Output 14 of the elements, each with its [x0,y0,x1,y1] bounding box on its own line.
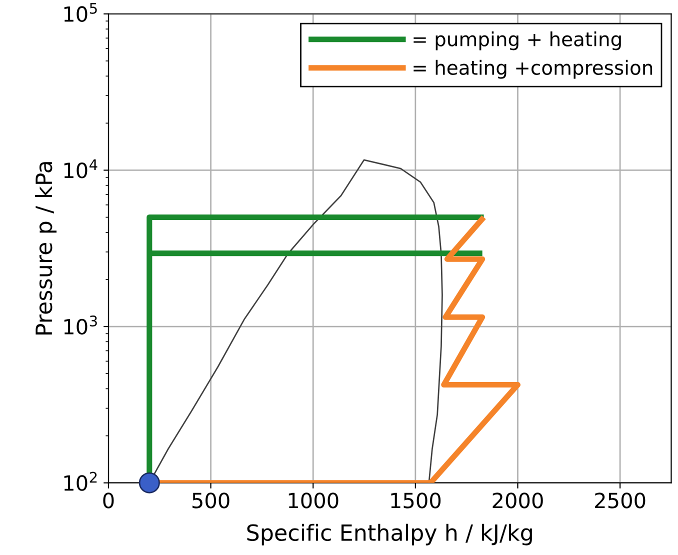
x-tick-label: 1500 [391,492,441,508]
y-tick-label: 10$^{2}$ [64,472,97,491]
x-axis-title: Specific Enthalpy h / kJ/kg [247,524,532,546]
legend-label: = pumping + heating [414,31,621,50]
x-tick-label: 0 [103,492,114,508]
y-tick-label: 10$^{4}$ [64,159,98,178]
y-tick-label: 10$^{5}$ [64,3,97,22]
x-tick-label: 500 [192,492,230,508]
x-tick-label: 2000 [492,492,543,508]
y-tick-label: 10$^{3}$ [64,315,97,335]
y-axis-title: Pressure p / kPa [35,162,57,334]
x-tick-label: 2500 [595,492,646,508]
x-tick-label: 1000 [288,492,338,508]
legend-label: = heating +compression [414,60,652,79]
